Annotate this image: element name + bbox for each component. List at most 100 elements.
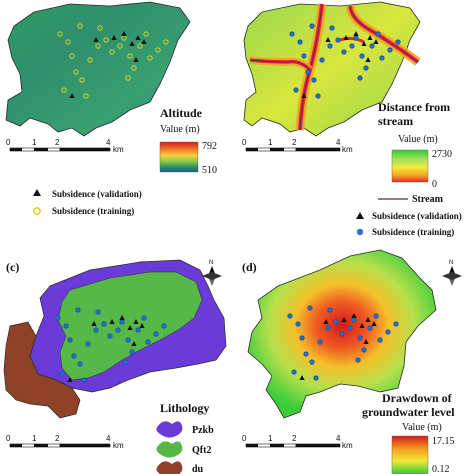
- validation-point: [365, 57, 371, 62]
- training-point: [367, 325, 373, 331]
- drawdown-scale-bar: 0 1 2 4 km: [242, 434, 353, 450]
- training-point: [81, 377, 87, 383]
- training-point: [61, 87, 67, 93]
- training-point: [85, 341, 91, 347]
- training-point: [57, 31, 63, 37]
- validation-point: [359, 323, 365, 328]
- drawdown-validation-points: [299, 313, 377, 380]
- validation-point: [121, 31, 127, 36]
- training-point: [339, 331, 345, 337]
- legend-stream-label: Stream: [412, 194, 444, 205]
- legend-qft2-swatch: [156, 441, 183, 458]
- validation-point: [141, 39, 147, 44]
- training-point: [311, 77, 317, 83]
- training-point: [97, 25, 103, 31]
- training-point: [125, 337, 131, 343]
- legend-validation-triangle-a: [33, 189, 41, 196]
- training-point: [349, 43, 355, 49]
- training-point: [147, 55, 153, 61]
- training-point: [307, 305, 313, 311]
- training-point: [287, 313, 293, 319]
- validation-point: [341, 317, 347, 322]
- validation-point: [353, 31, 359, 36]
- training-point: [143, 31, 149, 37]
- altitude-scale-tick-0: 0: [6, 138, 11, 147]
- training-point: [141, 315, 147, 321]
- training-point: [387, 47, 393, 53]
- training-point: [393, 321, 399, 327]
- training-point: [375, 31, 381, 37]
- legend-training-label-a: Subsidence (training): [52, 206, 134, 216]
- training-point: [63, 323, 69, 329]
- training-point: [131, 65, 137, 71]
- altitude-color-ramp: [159, 141, 199, 173]
- legend-du-label: du: [192, 464, 204, 474]
- training-point: [77, 361, 83, 367]
- training-point: [395, 39, 401, 45]
- distance-title-line1: Distance from: [378, 100, 450, 114]
- training-point: [73, 69, 79, 75]
- training-point: [309, 359, 315, 365]
- training-point: [357, 335, 363, 341]
- drawdown-legend-label: Value (m): [402, 422, 442, 433]
- drawdown-scale-unit: km: [342, 441, 353, 450]
- validation-point: [373, 39, 379, 44]
- altitude-max-value: 792: [202, 141, 217, 152]
- training-point: [127, 53, 133, 59]
- altitude-min-value: 510: [202, 165, 217, 176]
- training-point: [95, 309, 101, 315]
- training-point: [67, 337, 73, 343]
- legend-qft2-label: Qft2: [192, 445, 211, 456]
- north-letter-d: N: [449, 260, 453, 266]
- panel-a-altitude: Altitude Value (m) 792 510 0 1 2 4 km Su…: [5, 1, 217, 216]
- training-point: [129, 349, 135, 355]
- training-point: [359, 53, 365, 59]
- drawdown-min-value: 0.12: [432, 464, 450, 474]
- north-letter-c: N: [209, 260, 213, 266]
- training-point: [377, 337, 383, 343]
- training-point: [137, 43, 143, 49]
- training-point: [299, 335, 305, 341]
- training-point: [379, 55, 385, 61]
- training-point: [79, 77, 85, 83]
- training-point: [115, 327, 121, 333]
- lithology-scale-tick-3: 4: [106, 434, 111, 443]
- training-point: [385, 329, 391, 335]
- legend-pzkb-swatch: [156, 421, 183, 438]
- drawdown-color-ramp: [391, 435, 429, 474]
- validation-point: [363, 339, 369, 344]
- training-point: [357, 75, 363, 81]
- training-point: [315, 93, 321, 99]
- training-point: [369, 43, 375, 49]
- training-point: [123, 359, 129, 365]
- validation-point: [91, 321, 97, 326]
- validation-point: [127, 325, 133, 330]
- training-point: [335, 37, 341, 43]
- distance-scale-tick-2: 2: [292, 138, 297, 147]
- validation-point: [93, 37, 99, 42]
- training-point: [305, 69, 311, 75]
- north-arrow-c: N: [202, 260, 222, 286]
- training-point: [83, 93, 89, 99]
- training-point: [373, 313, 379, 319]
- validation-point: [131, 341, 137, 346]
- distance-scale-tick-1: 1: [268, 138, 273, 147]
- training-point: [297, 39, 303, 45]
- altitude-validation-points: [69, 31, 147, 98]
- altitude-scale-bar: 0 1 2 4 km: [6, 138, 124, 154]
- distance-title-line2: stream: [378, 114, 413, 128]
- training-point: [301, 53, 307, 59]
- training-point: [161, 323, 167, 329]
- panel-c-lithology: (c) N Lithology Pzkb Qft2 du 0 1: [3, 259, 227, 474]
- training-point: [355, 357, 361, 363]
- legend-training-circle-b: [356, 228, 364, 236]
- training-point: [95, 43, 101, 49]
- drawdown-training-points: [287, 305, 399, 381]
- validation-point: [133, 319, 139, 324]
- validation-point: [351, 313, 357, 318]
- training-point: [351, 317, 357, 323]
- training-point: [363, 65, 369, 71]
- distance-stream-lines: [249, 3, 421, 131]
- training-point: [319, 57, 325, 63]
- north-arrow-d: N: [442, 260, 462, 286]
